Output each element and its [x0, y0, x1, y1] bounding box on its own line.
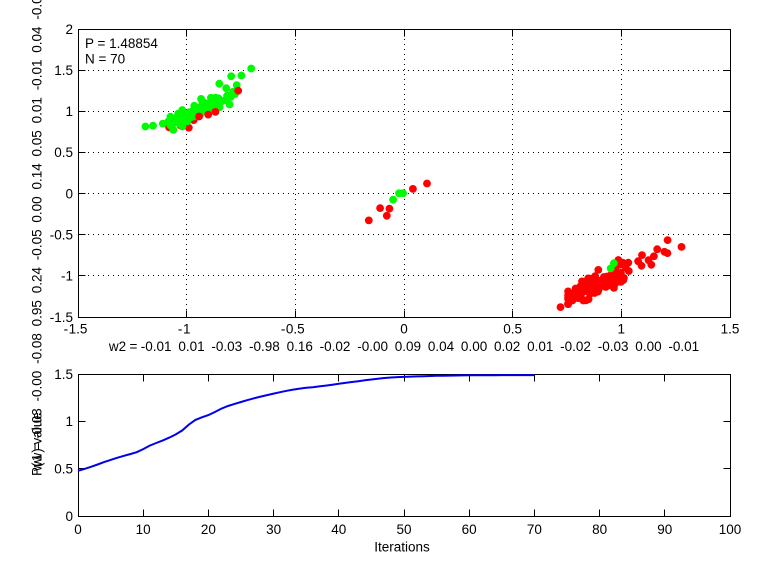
svg-text:1.5: 1.5 [54, 63, 73, 78]
svg-text:Iterations: Iterations [374, 540, 430, 555]
svg-text:w2 = -0.01 0.01 -0.03 -0.98: w2 = -0.01 0.01 -0.03 -0.98 0.16 -0.02 -… [108, 339, 699, 354]
svg-text:10: 10 [136, 522, 151, 537]
svg-text:P(w) value: P(w) value [30, 412, 45, 476]
svg-text:0: 0 [65, 186, 73, 201]
svg-text:N = 70: N = 70 [85, 52, 125, 67]
svg-text:P = 1.48854: P = 1.48854 [85, 36, 158, 51]
svg-text:90: 90 [657, 522, 672, 537]
svg-text:1.5: 1.5 [69, 322, 88, 337]
svg-text:50: 50 [396, 522, 411, 537]
svg-text:0.5: 0.5 [503, 322, 522, 337]
svg-text:80: 80 [592, 522, 607, 537]
svg-text:0: 0 [74, 522, 82, 537]
svg-text:1: 1 [618, 322, 626, 337]
svg-text:20: 20 [201, 522, 216, 537]
svg-text:-0.5: -0.5 [50, 228, 73, 243]
svg-text:-: - [178, 322, 183, 337]
svg-text:0.5: 0.5 [286, 322, 305, 337]
svg-text:1.5: 1.5 [54, 367, 73, 382]
svg-text:1: 1 [65, 414, 73, 429]
svg-text:-1.5: -1.5 [50, 310, 73, 325]
svg-text:0: 0 [400, 322, 408, 337]
svg-text:-1: -1 [61, 269, 73, 284]
svg-text:60: 60 [462, 522, 477, 537]
svg-text:70: 70 [527, 522, 542, 537]
svg-text:-: - [64, 322, 69, 337]
svg-text:w1 = -0.03 -0.00 -0.08 0.95: w1 = -0.03 -0.00 -0.08 0.95 0.24 -0.05 0… [30, 0, 45, 472]
svg-text:2: 2 [65, 22, 73, 37]
svg-text:40: 40 [331, 522, 346, 537]
svg-text:-: - [281, 322, 286, 337]
svg-text:0: 0 [65, 509, 73, 524]
svg-text:1: 1 [183, 322, 191, 337]
svg-text:1.5: 1.5 [721, 322, 740, 337]
svg-text:100: 100 [719, 522, 742, 537]
svg-text:1: 1 [65, 104, 73, 119]
svg-text:30: 30 [266, 522, 281, 537]
svg-text:0.5: 0.5 [54, 462, 73, 477]
svg-text:0.5: 0.5 [54, 145, 73, 160]
